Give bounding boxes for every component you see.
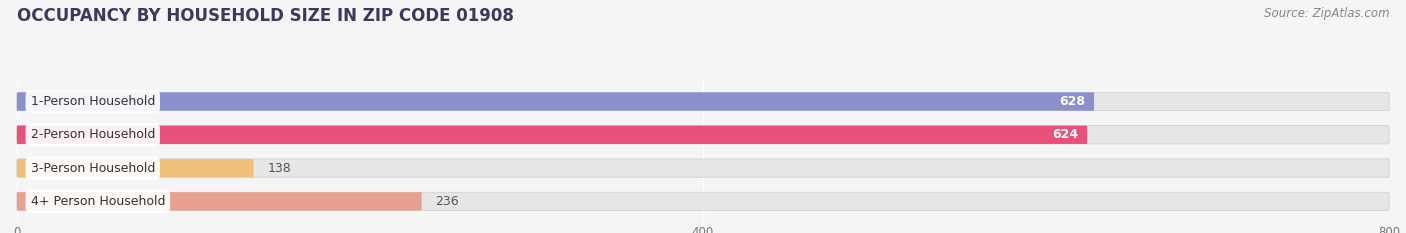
Text: 628: 628 xyxy=(1060,95,1085,108)
Text: 4+ Person Household: 4+ Person Household xyxy=(31,195,165,208)
Text: 236: 236 xyxy=(436,195,458,208)
Text: 2-Person Household: 2-Person Household xyxy=(31,128,155,141)
FancyBboxPatch shape xyxy=(17,192,1389,211)
FancyBboxPatch shape xyxy=(17,92,1389,111)
Text: 1-Person Household: 1-Person Household xyxy=(31,95,155,108)
FancyBboxPatch shape xyxy=(17,192,422,211)
Text: 138: 138 xyxy=(267,162,291,175)
FancyBboxPatch shape xyxy=(17,126,1087,144)
FancyBboxPatch shape xyxy=(17,92,1094,111)
FancyBboxPatch shape xyxy=(17,159,1389,177)
Text: 3-Person Household: 3-Person Household xyxy=(31,162,155,175)
FancyBboxPatch shape xyxy=(17,126,1389,144)
Text: 624: 624 xyxy=(1053,128,1078,141)
Text: OCCUPANCY BY HOUSEHOLD SIZE IN ZIP CODE 01908: OCCUPANCY BY HOUSEHOLD SIZE IN ZIP CODE … xyxy=(17,7,513,25)
FancyBboxPatch shape xyxy=(17,159,253,177)
Text: Source: ZipAtlas.com: Source: ZipAtlas.com xyxy=(1264,7,1389,20)
